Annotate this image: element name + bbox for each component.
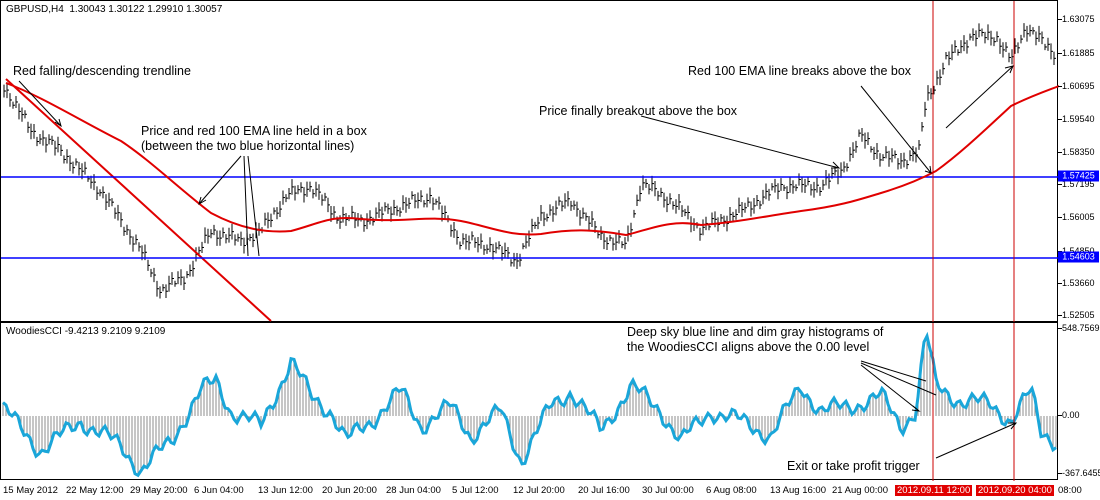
cci-annotation-line2: the WoodiesCCI aligns above the 0.00 lev… <box>627 340 870 354</box>
symbol-timeframe: GBPUSD,H4 <box>6 4 64 15</box>
breakout-annotation: Price finally breakout above the box <box>539 104 738 118</box>
ema-100-line <box>5 82 1059 237</box>
time-axis-label: 13 Jun 12:00 <box>258 485 313 496</box>
price-bars <box>3 23 1056 299</box>
time-axis-label: 21 Aug 00:00 <box>832 485 888 496</box>
cci-axis-label: 548.7569 <box>1062 323 1100 333</box>
price-axis-label: 1.61885 <box>1062 48 1095 58</box>
time-axis-label: 15 May 2012 <box>3 485 58 496</box>
trendline-annotation: Red falling/descending trendline <box>13 64 191 78</box>
price-chart-canvas[interactable] <box>1 1 1059 323</box>
box-annotation-line2: (between the two blue horizontal lines) <box>141 139 355 153</box>
cci-axis-label: -367.6455 <box>1062 468 1100 478</box>
time-axis-label: 22 May 12:00 <box>66 485 124 496</box>
time-axis-label: 6 Aug 08:00 <box>706 485 757 496</box>
cci-annotation-arrows <box>860 360 1018 459</box>
time-axis-label-highlight: 2012.09.11 12:00 <box>895 485 973 496</box>
cci-canvas[interactable] <box>1 323 1059 481</box>
price-axis-label: 1.59540 <box>1062 114 1095 124</box>
lower-line-price-tag: 1.54603 <box>1058 251 1099 263</box>
time-axis-label: 6 Jun 04:00 <box>194 485 244 496</box>
price-axis-label: 1.57195 <box>1062 179 1095 189</box>
woodies-cci-panel[interactable]: WoodiesCCI -9.4213 9.2109 9.2109 Deep sk… <box>0 322 1059 481</box>
price-chart-title: GBPUSD,H4 1.30043 1.30122 1.29910 1.3005… <box>6 4 222 15</box>
price-axis-label: 1.52505 <box>1062 310 1095 320</box>
time-axis-label: 20 Jun 20:00 <box>322 485 377 496</box>
cci-annotation-line1: Deep sky blue line and dim gray histogra… <box>627 325 884 339</box>
time-axis[interactable]: 15 May 2012 22 May 12:00 29 May 20:00 6 … <box>0 480 1100 500</box>
cci-line <box>2 331 1057 478</box>
ema-break-annotation: Red 100 EMA line breaks above the box <box>688 64 912 78</box>
price-axis-label: 1.60695 <box>1062 81 1095 91</box>
cci-axis[interactable]: 548.7569 0.00 -367.6455 <box>1058 322 1100 480</box>
exit-annotation: Exit or take profit trigger <box>787 459 920 473</box>
time-axis-label: 20 Jul 16:00 <box>578 485 630 496</box>
time-axis-label: 12 Jul 20:00 <box>513 485 565 496</box>
time-axis-label: 29 May 20:00 <box>130 485 188 496</box>
price-axis-label: 1.54850 <box>1062 246 1095 256</box>
time-axis-label: 30 Jul 00:00 <box>642 485 694 496</box>
cci-histogram <box>2 336 1057 476</box>
upper-line-price-tag: 1.57425 <box>1058 170 1099 182</box>
time-axis-label-highlight: 2012.09.20 04:00 <box>976 485 1054 496</box>
annotation-arrows <box>18 65 1014 257</box>
price-axis-label: 1.63075 <box>1062 14 1095 24</box>
ohlc-values: 1.30043 1.30122 1.29910 1.30057 <box>69 4 223 15</box>
time-axis-label: 28 Jun 04:00 <box>386 485 441 496</box>
price-axis-label: 1.58350 <box>1062 147 1095 157</box>
price-chart-panel[interactable]: GBPUSD,H4 1.30043 1.30122 1.29910 1.3005… <box>0 0 1059 323</box>
cci-axis-label: 0.00 <box>1062 410 1080 420</box>
time-axis-label: 5 Jul 12:00 <box>452 485 499 496</box>
box-annotation-line1: Price and red 100 EMA line held in a box <box>141 124 367 138</box>
time-axis-label: 13 Aug 16:00 <box>770 485 826 496</box>
price-axis-label: 1.56005 <box>1062 212 1095 222</box>
price-axis-label: 1.53660 <box>1062 278 1095 288</box>
cci-title: WoodiesCCI -9.4213 9.2109 9.2109 <box>6 326 166 337</box>
price-axis[interactable]: 1.63075 1.61885 1.60695 1.59540 1.58350 … <box>1058 0 1100 322</box>
time-axis-label: 08:00 <box>1058 485 1082 496</box>
descending-trendline[interactable] <box>5 78 272 322</box>
